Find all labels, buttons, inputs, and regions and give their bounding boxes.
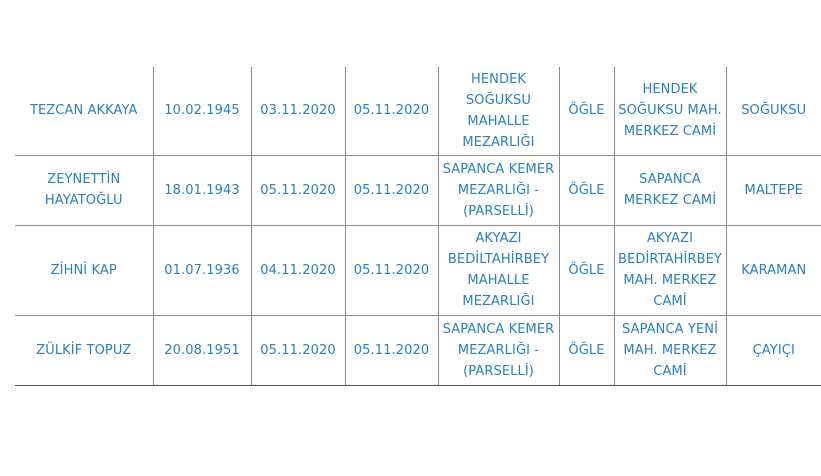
burial-date-cell: 05.11.2020	[344, 155, 438, 226]
birth-date-cell: 01.07.1936	[152, 225, 251, 316]
neighborhood-cell: MALTEPE	[725, 155, 821, 226]
prayer-time-cell: ÖĞLE	[558, 155, 614, 226]
prayer-time-cell: ÖĞLE	[558, 315, 614, 386]
funeral-notice-table-container: TEZCAN AKKAYA 10.02.1945 03.11.2020 05.1…	[15, 67, 821, 386]
cemetery-cell: AKYAZI BEDİLTAHİRBEY MAHALLE MEZARLIĞI	[437, 225, 559, 316]
burial-date-cell: 05.11.2020	[344, 315, 438, 386]
prayer-time-cell: ÖĞLE	[558, 67, 614, 156]
burial-date-cell: 05.11.2020	[344, 225, 438, 316]
cemetery-cell: SAPANCA KEMER MEZARLIĞI - (PARSELLİ)	[437, 155, 559, 226]
table-row: ZEYNETTİN HAYATOĞLU 18.01.1943 05.11.202…	[15, 155, 821, 226]
neighborhood-cell: KARAMAN	[725, 225, 821, 316]
neighborhood-cell: ÇAYIÇI	[725, 315, 821, 386]
name-cell: ZÜLKİF TOPUZ	[15, 315, 153, 386]
birth-date-cell: 18.01.1943	[152, 155, 251, 226]
name-cell: ZEYNETTİN HAYATOĞLU	[15, 155, 153, 226]
mosque-cell: SAPANCA YENİ MAH. MERKEZ CAMİ	[613, 315, 726, 386]
death-date-cell: 05.11.2020	[250, 315, 345, 386]
death-date-cell: 03.11.2020	[250, 67, 345, 156]
birth-date-cell: 10.02.1945	[152, 67, 251, 156]
burial-date-cell: 05.11.2020	[344, 67, 438, 156]
table-row: TEZCAN AKKAYA 10.02.1945 03.11.2020 05.1…	[15, 67, 821, 156]
name-cell: ZİHNİ KAP	[15, 225, 153, 316]
cemetery-cell: HENDEK SOĞUKSU MAHALLE MEZARLIĞI	[437, 67, 559, 156]
prayer-time-cell: ÖĞLE	[558, 225, 614, 316]
death-date-cell: 05.11.2020	[250, 155, 345, 226]
neighborhood-cell: SOĞUKSU	[725, 67, 821, 156]
table-row: ZİHNİ KAP 01.07.1936 04.11.2020 05.11.20…	[15, 225, 821, 316]
birth-date-cell: 20.08.1951	[152, 315, 251, 386]
table-row: ZÜLKİF TOPUZ 20.08.1951 05.11.2020 05.11…	[15, 315, 821, 386]
death-date-cell: 04.11.2020	[250, 225, 345, 316]
mosque-cell: SAPANCA MERKEZ CAMİ	[613, 155, 726, 226]
mosque-cell: HENDEK SOĞUKSU MAH. MERKEZ CAMİ	[613, 67, 726, 156]
funeral-notice-table: TEZCAN AKKAYA 10.02.1945 03.11.2020 05.1…	[15, 67, 821, 386]
name-cell: TEZCAN AKKAYA	[15, 67, 153, 156]
mosque-cell: AKYAZI BEDİRTAHİRBEY MAH. MERKEZ CAMİ	[613, 225, 726, 316]
cemetery-cell: SAPANCA KEMER MEZARLIĞI - (PARSELLİ)	[437, 315, 559, 386]
